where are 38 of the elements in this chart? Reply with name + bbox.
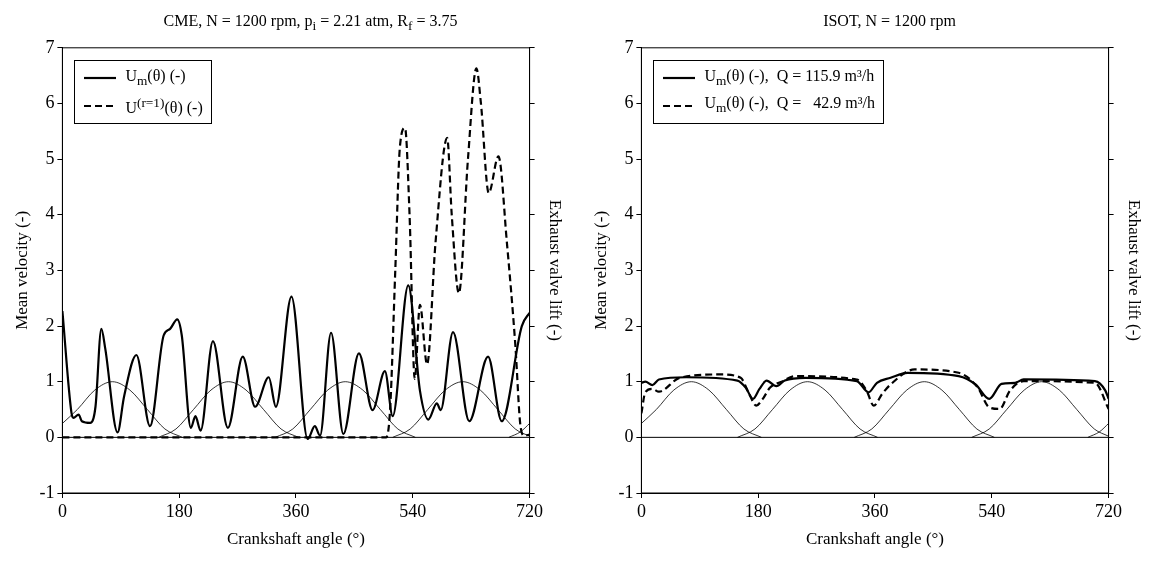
y-tick-label: 1 [45,370,55,391]
y-tick-label: 3 [624,259,634,280]
legend-label: U$^{(r=1)}$(θ) (-) [125,94,203,119]
y-tick-label: 0 [624,426,634,447]
y-tick-label: 5 [45,147,55,168]
y2-axis-title: Exhaust valve lift (-) [1125,199,1145,341]
x-tick-label: 540 [399,500,427,521]
y-tick-label: 6 [624,92,634,113]
legend-label: U$_{m}$(θ) (-), Q = 42.9 m³/h [704,93,875,118]
y-tick-label: 7 [45,36,55,57]
x-tick-label: 720 [516,500,544,521]
y-tick-label: -1 [618,481,634,502]
x-axis-title: Crankshaft angle (°) [226,529,366,549]
x-axis-title: Crankshaft angle (°) [805,529,945,549]
y-tick-label: 2 [624,314,634,335]
x-tick-label: 360 [282,500,310,521]
y-tick-label: 5 [624,147,634,168]
legend-label: U$_{m}$(θ) (-), Q = 115.9 m³/h [704,65,875,90]
y2-axis-title: Exhaust valve lift (-) [546,199,566,341]
y-tick-label: 4 [45,203,55,224]
x-tick-label: 180 [744,500,772,521]
y-tick-label: 3 [45,259,55,280]
chart-title: ISOT, N = 1200 rpm [822,11,957,32]
y-tick-label: 7 [624,36,634,57]
x-tick-label: 720 [1095,500,1123,521]
y-tick-label: 2 [45,314,55,335]
x-tick-label: 180 [165,500,193,521]
y-axis-title: Mean velocity (-) [11,210,31,330]
legend-label: U$_{m}$(θ) (-) [125,65,186,90]
y-tick-label: 0 [45,426,55,447]
y-axis-title: Mean velocity (-) [590,210,610,330]
chart-title: CME, N = 1200 rpm, p$_{i}$ = 2.21 atm, R$_{f}$ = 3.75 [162,11,459,34]
x-tick-label: 540 [978,500,1006,521]
y-tick-label: 6 [45,92,55,113]
x-tick-label: 360 [861,500,889,521]
y-tick-label: -1 [39,481,55,502]
y-tick-label: 1 [624,370,634,391]
y-tick-label: 4 [624,203,634,224]
